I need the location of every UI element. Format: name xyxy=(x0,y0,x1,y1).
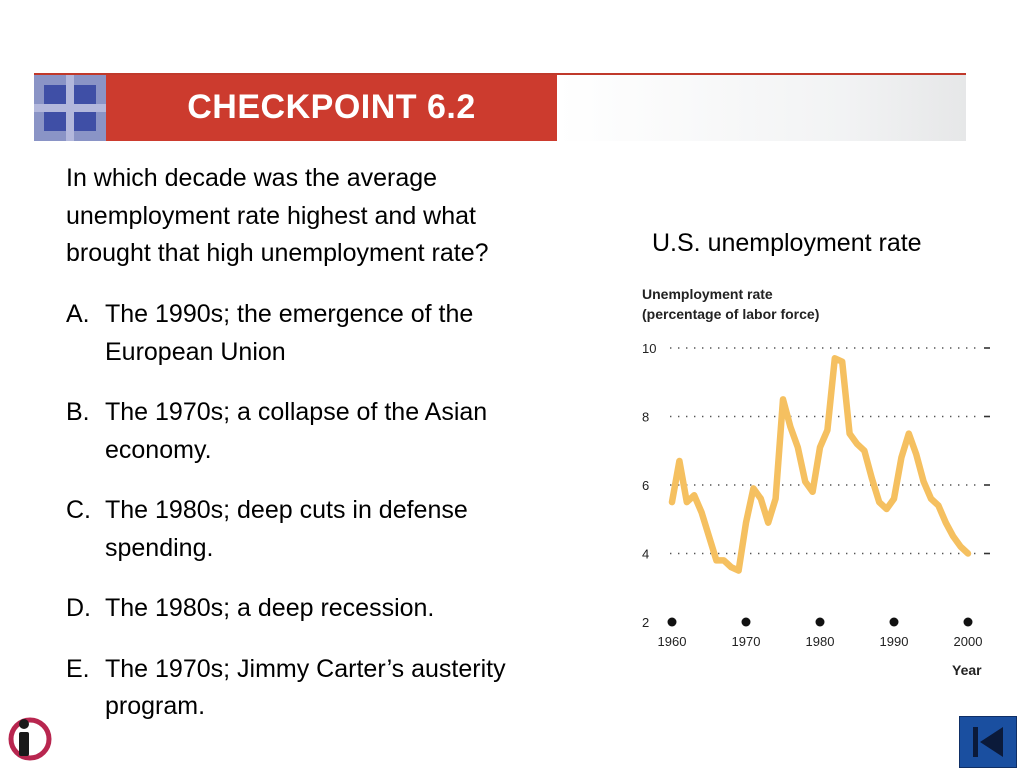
x-tick-label: 1990 xyxy=(880,634,909,649)
chart-gridlines xyxy=(670,347,990,555)
x-tick-dot xyxy=(889,617,899,627)
unemployment-chart: Unemployment rate (percentage of labor f… xyxy=(642,286,990,678)
chart-subtitle: (percentage of labor force) xyxy=(642,306,819,322)
y-tick-label: 4 xyxy=(642,547,649,562)
option-e-letter: E. xyxy=(66,654,90,683)
x-tick-label: 1980 xyxy=(806,634,835,649)
question-text: In which decade was the average unemploy… xyxy=(66,164,489,267)
unemployment-line xyxy=(668,355,972,574)
y-tick-label: 8 xyxy=(642,410,649,425)
option-c[interactable]: C. The 1980s; deep cuts in defense spend… xyxy=(66,492,576,567)
x-tick-dot xyxy=(963,617,973,627)
x-tick-dot xyxy=(741,617,751,627)
x-tick-dot xyxy=(667,617,677,627)
checkpoint-logo-icon xyxy=(34,75,106,141)
option-c-letter: C. xyxy=(66,496,91,524)
x-tick-label: 2000 xyxy=(954,634,983,649)
option-d-letter: D. xyxy=(66,594,91,622)
option-d[interactable]: D. The 1980s; a deep recession. xyxy=(66,590,576,628)
chart-caption: U.S. unemployment rate xyxy=(652,229,922,257)
option-e[interactable]: E. The 1970s; Jimmy Carter’s austerity p… xyxy=(66,651,576,726)
option-a-text: The 1990s; the emergence of the European… xyxy=(105,300,474,366)
y-tick-label: 2 xyxy=(642,615,649,630)
back-nav-button[interactable] xyxy=(959,716,1017,768)
option-b-text: The 1970s; a collapse of the Asian econo… xyxy=(105,398,488,464)
chart-title: Unemployment rate xyxy=(642,286,773,302)
y-tick-label: 10 xyxy=(642,341,656,356)
y-tick-labels: 2 4 6 8 10 xyxy=(642,341,656,630)
title-banner: CHECKPOINT 6.2 xyxy=(106,75,557,141)
option-c-text: The 1980s; deep cuts in defense spending… xyxy=(105,496,468,562)
slide-title: CHECKPOINT 6.2 xyxy=(187,88,476,126)
answer-options: A. The 1990s; the emergence of the Europ… xyxy=(66,296,576,749)
option-e-text: The 1970s; Jimmy Carter’s austerity prog… xyxy=(105,654,506,721)
x-axis-label: Year xyxy=(952,662,982,678)
back-nav-icon xyxy=(973,727,1003,757)
option-b-letter: B. xyxy=(66,398,90,426)
header-fade xyxy=(557,75,966,141)
logo-cross-vertical xyxy=(66,75,74,141)
option-a-letter: A. xyxy=(66,300,90,328)
y-tick-label: 6 xyxy=(642,478,649,493)
option-d-text: The 1980s; a deep recession. xyxy=(105,594,435,622)
option-a[interactable]: A. The 1990s; the emergence of the Europ… xyxy=(66,296,576,371)
x-tick-dot xyxy=(815,617,825,627)
option-b[interactable]: B. The 1970s; a collapse of the Asian ec… xyxy=(66,394,576,469)
header-rule xyxy=(34,73,966,75)
x-tick-labels: 1960 1970 1980 1990 2000 xyxy=(658,617,983,649)
x-tick-label: 1970 xyxy=(732,634,761,649)
x-tick-label: 1960 xyxy=(658,634,687,649)
info-logo-icon[interactable] xyxy=(6,714,54,762)
